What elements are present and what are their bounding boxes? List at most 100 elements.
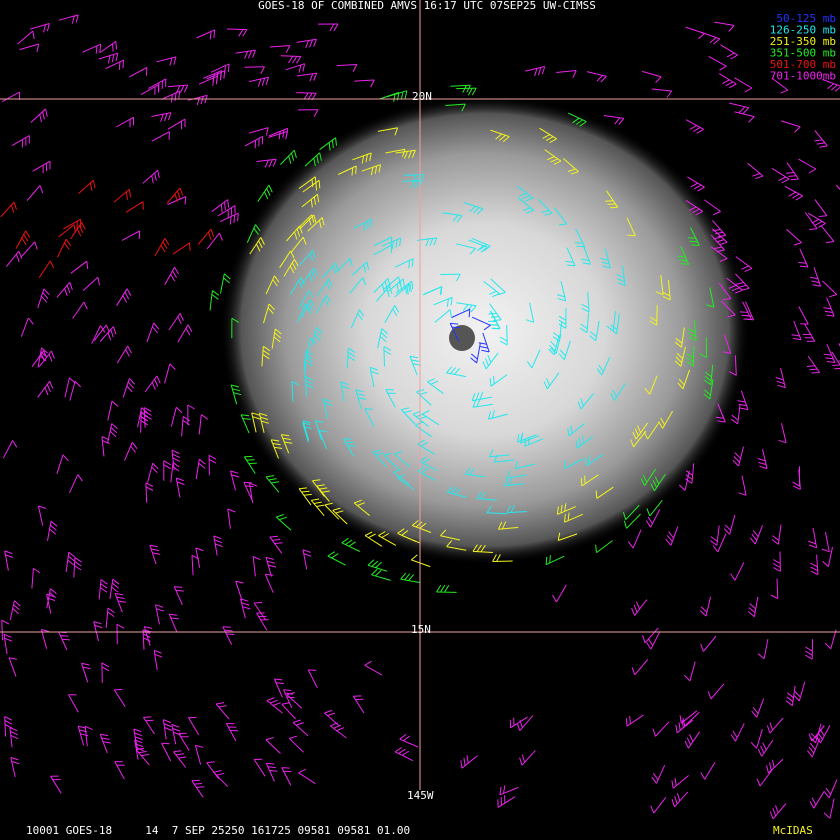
wind-barb xyxy=(318,430,328,450)
wind-barb xyxy=(455,243,476,255)
barb-flag xyxy=(227,199,230,208)
barb-shaft xyxy=(318,430,328,450)
barb-flag xyxy=(66,285,71,294)
barb-shaft xyxy=(761,739,774,757)
wind-barb xyxy=(340,381,350,402)
wind-barb xyxy=(823,297,835,317)
wind-barb xyxy=(261,345,271,367)
barb-flag xyxy=(172,270,178,278)
barb-shaft xyxy=(411,559,431,568)
barb-flag xyxy=(122,60,125,69)
barb-flag xyxy=(493,454,498,463)
barb-shaft xyxy=(625,504,640,521)
barb-flag xyxy=(215,543,223,548)
barb-flag xyxy=(36,43,40,52)
barb-flag xyxy=(392,308,398,317)
barb-shaft xyxy=(556,584,567,603)
wind-barb xyxy=(322,398,332,419)
barb-flag xyxy=(164,113,168,122)
barb-flag xyxy=(274,542,283,544)
barb-shaft xyxy=(537,198,553,214)
wind-barb xyxy=(20,317,34,337)
barb-shaft xyxy=(506,511,527,514)
wind-barb xyxy=(206,70,226,83)
barb-flag xyxy=(253,227,259,235)
barb-shaft xyxy=(626,513,641,529)
barb-shaft xyxy=(285,63,305,71)
barb-shaft xyxy=(498,526,519,530)
barb-flag xyxy=(688,336,697,341)
barb-flag xyxy=(734,452,741,459)
barb-flag xyxy=(570,425,573,434)
barb-flag xyxy=(115,53,119,62)
barb-flag xyxy=(430,380,439,385)
barb-flag xyxy=(303,553,312,557)
barb-flag xyxy=(762,742,767,751)
barb-shaft xyxy=(47,521,52,541)
barb-flag xyxy=(771,759,775,768)
barb-shaft xyxy=(385,389,396,408)
barb-flag xyxy=(411,281,414,290)
barb-flag xyxy=(50,588,57,595)
barb-shaft xyxy=(349,277,364,294)
barb-flag xyxy=(557,532,561,541)
wind-barb xyxy=(490,129,510,143)
wind-barb xyxy=(265,275,280,295)
wind-barb xyxy=(630,430,647,448)
barb-shaft xyxy=(268,130,288,138)
barb-flag xyxy=(700,643,704,652)
barb-shaft xyxy=(307,217,323,232)
wind-barb xyxy=(155,604,165,625)
barb-flag xyxy=(686,737,692,746)
barb-shaft xyxy=(291,381,294,402)
barb-flag xyxy=(74,565,82,571)
wind-barb xyxy=(377,328,389,349)
wind-barb xyxy=(544,149,562,165)
barb-flag xyxy=(699,353,707,359)
barb-flag xyxy=(419,391,428,396)
barb-flag xyxy=(327,712,336,717)
barb-flag xyxy=(216,702,225,705)
barb-flag xyxy=(809,800,815,809)
barb-shaft xyxy=(21,241,36,258)
barb-flag xyxy=(160,114,164,122)
wind-barb xyxy=(519,750,536,766)
wind-barb xyxy=(814,199,828,217)
barb-flag xyxy=(404,151,408,159)
barb-shaft xyxy=(524,438,544,447)
barb-flag xyxy=(773,563,781,568)
barb-shaft xyxy=(399,738,419,748)
wind-barb xyxy=(472,544,493,553)
barb-flag xyxy=(818,222,826,228)
wind-barb xyxy=(603,115,625,126)
barb-flag xyxy=(100,587,108,593)
wind-barb xyxy=(307,217,325,232)
wind-barb xyxy=(316,484,330,502)
barb-flag xyxy=(681,719,684,728)
wind-barb xyxy=(640,468,657,486)
barb-flag xyxy=(222,626,231,628)
barb-flag xyxy=(798,261,807,264)
barb-flag xyxy=(299,487,308,490)
barb-flag xyxy=(162,241,168,249)
barb-flag xyxy=(179,187,184,196)
wind-barb xyxy=(98,579,108,600)
barb-flag xyxy=(477,245,484,252)
wind-barb xyxy=(191,779,205,798)
wind-barb xyxy=(393,468,410,485)
barb-flag xyxy=(276,514,284,518)
barb-shaft xyxy=(265,275,275,295)
wind-barb xyxy=(718,73,737,89)
wind-barb xyxy=(263,303,275,324)
barb-flag xyxy=(367,220,369,230)
barb-flag xyxy=(722,298,731,301)
barb-flag xyxy=(717,234,726,238)
wind-barb xyxy=(558,340,571,361)
barb-shaft xyxy=(807,212,826,224)
barb-shaft xyxy=(155,604,160,625)
barb-shaft xyxy=(517,197,535,211)
barb-flag xyxy=(173,56,177,65)
wind-barb xyxy=(778,423,787,444)
barb-shaft xyxy=(279,250,292,268)
wind-barb xyxy=(823,779,838,799)
